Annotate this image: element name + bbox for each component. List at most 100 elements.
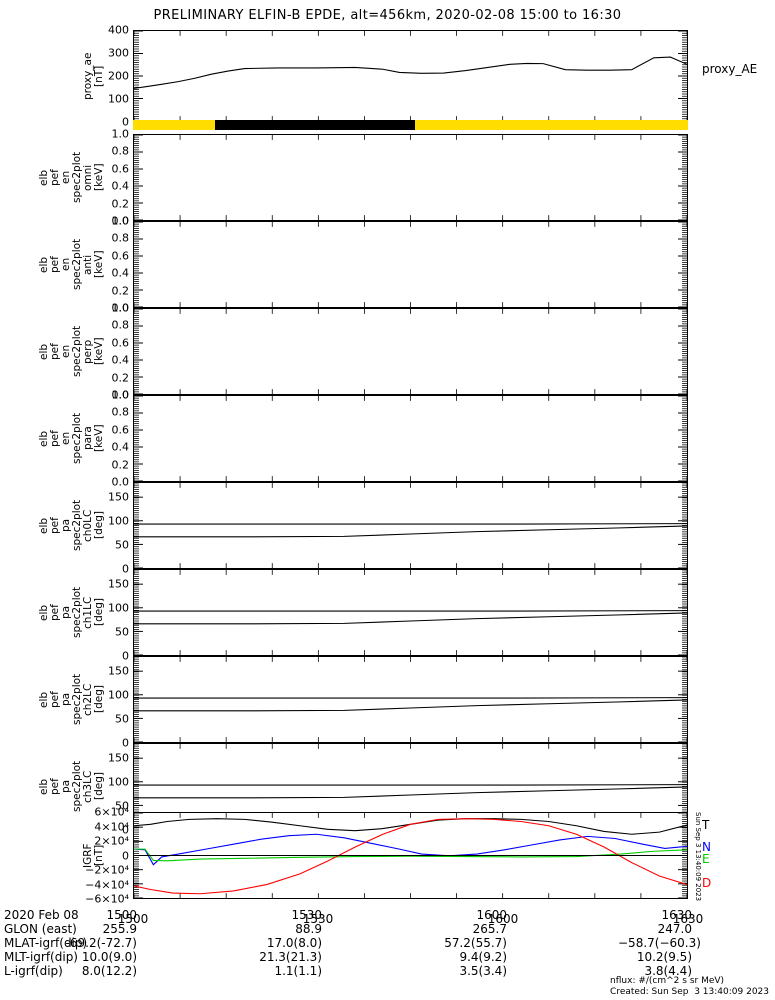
x-tick-label: 1500 [117,912,149,926]
panel-elb-pef-pa-spec2plot-ch1LC [133,569,688,656]
panel-label-elb-pef-en-spec2plot-anti: elb pef en spec2plot anti [keV] [38,238,105,291]
panel-label-elb-pef-en-spec2plot-omni: elb pef en spec2plot omni [keV] [38,151,105,204]
y-tick-label: 300 [108,46,129,60]
table-cell: -69.2(-72.7) [65,936,137,950]
y-axis-igrf: 6×10⁴ 4×10⁴ 2×10⁴ 0 −2×10⁴ −4×10⁴ −6×10⁴ [0,806,131,906]
y-axis-elb-pef-pa-spec2plot-ch1LC: 150 100 50 0 [0,569,131,663]
y-axis-elb-pef-pa-spec2plot-ch2LC: 150 100 50 0 [0,656,131,750]
y-tick-label: 100 [108,688,129,702]
y-tick-label: 0.0 [111,301,130,315]
legend-igrf-e: E [702,852,710,866]
legend-igrf-d: D [702,876,712,890]
y-axis-elb-pef-en-spec2plot-para: 1.0 0.8 0.6 0.4 0.2 0.0 [0,389,131,489]
page-title: PRELIMINARY ELFIN-B EPDE, alt=456km, 202… [153,8,622,23]
y-tick-label: −2×10⁴ [85,863,129,877]
panel-igrf [133,812,688,899]
table-cell: 1630 [661,908,692,922]
y-axis-elb-pef-pa-spec2plot-ch0LC: 150 100 50 0 [0,482,131,576]
y-tick-label: 0.6 [111,336,130,350]
y-tick-label: 100 [108,514,129,528]
table-cell: 10.2(9.5) [636,950,692,964]
legend-proxy-ae: proxy_AE [702,62,758,76]
table-cell: 255.9 [102,922,137,936]
footer-notes: nflux: #/(cm^2 s sr MeV) Created: Sun Se… [610,976,769,998]
table-cell: 57.2(55.7) [444,936,507,950]
y-tick-label: −4×10⁴ [85,878,129,891]
y-tick-label: 0.2 [111,284,130,298]
y-tick-label: 0 [122,736,129,750]
row-label: GLON (east) [4,922,77,936]
y-tick-label: 1.0 [111,214,130,228]
table-cell: 265.7 [472,922,507,936]
y-tick-label: 0.6 [111,162,130,176]
y-axis-elb-pef-en-spec2plot-omni: 1.0 0.8 0.6 0.4 0.2 0.0 [0,128,131,228]
panel-label-igrf: IGRF [nT] [82,843,105,868]
y-tick-label: 0 [122,849,129,862]
table-cell: 8.0(12.2) [81,964,137,978]
y-tick-label: 50 [115,538,129,552]
created-stamp: Created: Sun Sep 3 13:40:09 2023 [610,987,769,997]
y-tick-label: 1.0 [111,127,130,141]
y-tick-label: 400 [108,23,129,37]
y-tick-label: 0.8 [111,405,130,419]
table-cell: −58.7(−60.3) [618,936,701,950]
table-cell: 1600 [476,908,507,922]
y-tick-label: 2×10⁴ [94,834,129,848]
panel-elb-pef-en-spec2plot-perp [133,308,688,395]
x-tick-label: 1530 [302,912,334,926]
table-cell: 1.1(1.1) [274,964,322,978]
x-tick-label: 1630 [672,912,704,926]
bar-segment [414,120,688,130]
panel-elb-pef-pa-spec2plot-ch0LC [133,482,688,569]
panel-label-proxy_ae: proxy_ae [nT] [82,52,105,100]
panel-elb-pef-en-spec2plot-omni [133,134,688,221]
x-tick-label: 1600 [487,912,519,926]
y-tick-label: 50 [115,625,129,639]
y-tick-label: 1.0 [111,301,130,315]
y-axis-elb-pef-pa-spec2plot-ch3LC: 150 100 50 0 [0,743,131,837]
row-label: MLT-igrf(dip) [4,950,78,964]
y-tick-label: 0 [122,649,129,663]
y-tick-label: 4×10⁴ [94,820,129,833]
y-tick-label: 150 [108,751,129,764]
y-axis-elb-pef-en-spec2plot-perp: 1.0 0.8 0.6 0.4 0.2 0.0 [0,302,131,402]
y-axis-proxy_ae: 400 300 200 100 0 [0,24,131,129]
y-tick-label: 1.0 [111,388,130,402]
table-cell: 1500 [106,908,137,922]
panel-label-elb-pef-pa-spec2plot-ch1LC: elb pef pa spec2plot ch1LC [deg] [38,586,105,639]
science-zone-bar [133,120,688,130]
y-tick-label: 0.8 [111,318,130,332]
y-tick-label: 0.6 [111,423,130,437]
y-tick-label: 0.2 [111,458,130,472]
y-tick-label: 150 [108,490,129,503]
created-timestamp-vertical: Sun Sep 3 13:40:09 2023 [694,812,702,902]
table-cell: 9.4(9.2) [459,950,507,964]
table-cell: 17.0(8.0) [266,936,322,950]
table-cell: 10.0(9.0) [81,950,137,964]
row-label: MLAT-igrf(dip) [4,936,88,950]
panel-elb-pef-en-spec2plot-anti [133,221,688,308]
y-tick-label: 0.2 [111,371,130,385]
table-cell: 1530 [291,908,322,922]
panel-elb-pef-pa-spec2plot-ch2LC [133,656,688,743]
y-tick-label: 0.6 [111,249,130,263]
row-label: 2020 Feb 08 [4,908,79,922]
y-tick-label: 0.4 [111,440,130,454]
nflux-units: nflux: #/(cm^2 s sr MeV) [610,976,725,986]
y-tick-label: 100 [108,601,129,615]
y-tick-label: 0.8 [111,231,130,245]
legend-igrf-t: T [702,818,710,832]
bar-segment [133,120,216,130]
y-tick-label: 0.4 [111,353,130,367]
y-tick-label: 100 [108,92,129,106]
panel-label-elb-pef-en-spec2plot-perp: elb pef en spec2plot perp [keV] [38,325,105,378]
panel-label-elb-pef-pa-spec2plot-ch2LC: elb pef pa spec2plot ch2LC [deg] [38,673,105,726]
table-cell: 88.9 [295,922,322,936]
panel-label-elb-pef-en-spec2plot-para: elb pef en spec2plot para [keV] [38,412,105,465]
y-tick-label: 0.2 [111,197,130,211]
y-tick-label: 6×10⁴ [94,805,129,819]
y-tick-label: 0.4 [111,266,130,280]
y-tick-label: −6×10⁴ [85,892,129,906]
panel-proxy_ae [133,30,688,122]
y-tick-label: 50 [115,799,129,813]
